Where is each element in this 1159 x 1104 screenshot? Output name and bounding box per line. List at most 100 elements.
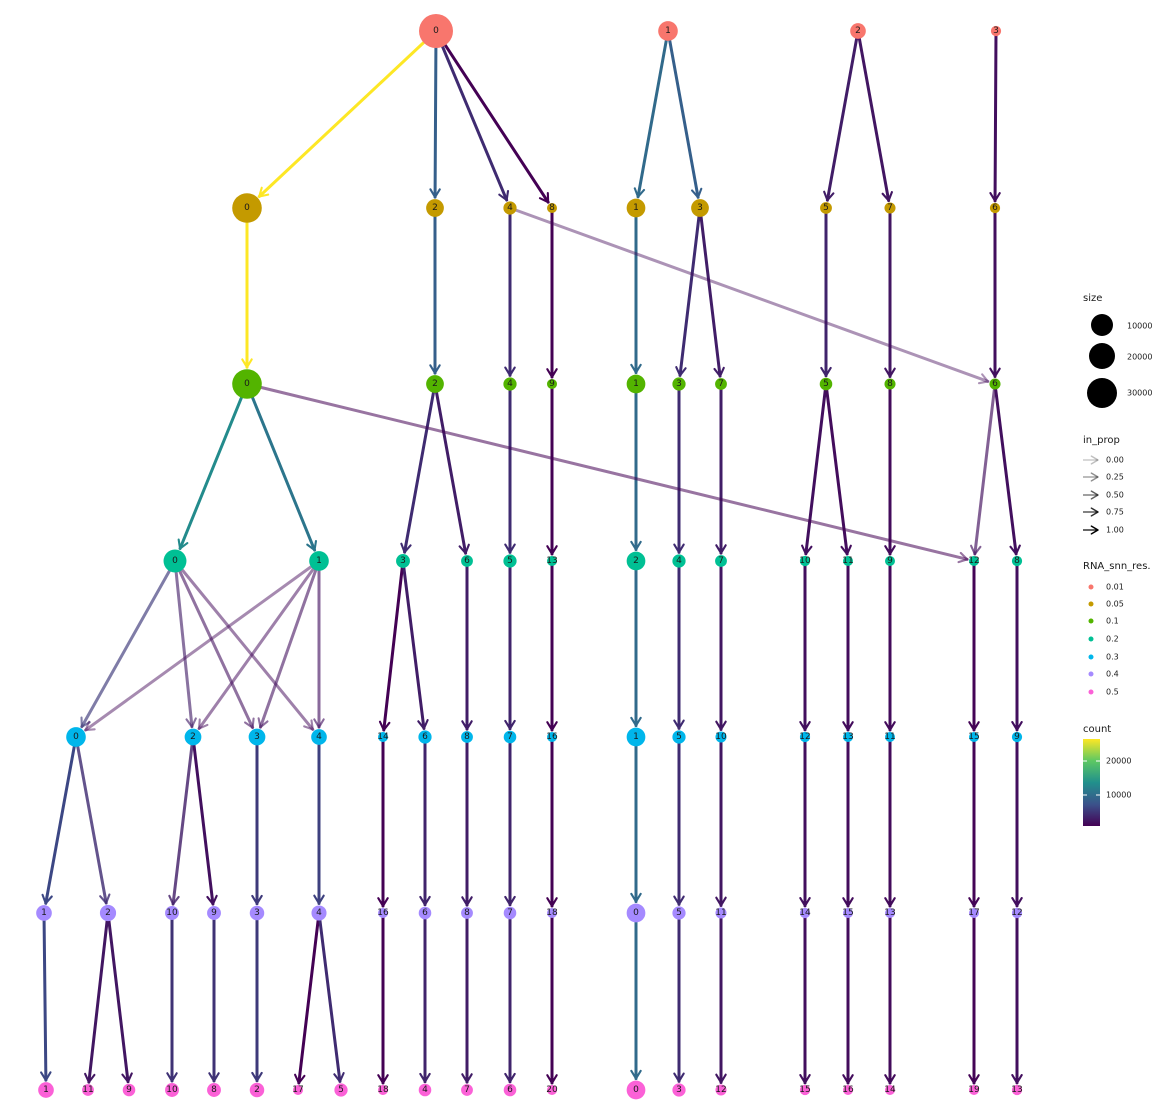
- edge-arrowhead: [257, 717, 269, 729]
- cluster-label: 9: [1014, 732, 1020, 742]
- cluster-node: [396, 554, 410, 568]
- edge-arrowhead: [538, 191, 550, 204]
- cluster-label: 4: [316, 732, 322, 742]
- edge-arrowhead: [633, 187, 646, 198]
- edge-arrowhead: [99, 893, 111, 905]
- edge-arrowhead: [989, 367, 1001, 378]
- cluster-node: [503, 554, 517, 568]
- cluster-label: 5: [823, 379, 829, 389]
- legend-in-prop-keys: [1083, 455, 1099, 535]
- cluster-node: [503, 377, 517, 391]
- edge-arrowhead: [303, 719, 314, 731]
- cluster-node: [799, 731, 811, 743]
- cluster-node: [249, 905, 265, 921]
- cluster-node: [843, 732, 853, 742]
- cluster-label: 10: [715, 732, 727, 742]
- cluster-label: 20: [546, 1085, 558, 1095]
- edge: [171, 743, 194, 906]
- edge: [80, 569, 171, 729]
- legend-resolution-dot: [1088, 671, 1094, 677]
- cluster-node: [38, 1082, 54, 1098]
- edge: [197, 567, 315, 731]
- edge-arrowhead: [306, 540, 318, 552]
- edge: [441, 45, 509, 202]
- edge-arrowhead: [80, 716, 91, 728]
- legend-resolution-label: 0.1: [1106, 617, 1119, 626]
- cluster-node: [969, 1085, 979, 1095]
- edge-arrowhead: [546, 1074, 558, 1085]
- edge-arrowhead: [377, 897, 389, 908]
- edge: [174, 570, 194, 729]
- cluster-label: 1: [633, 379, 639, 389]
- cluster-node: [626, 1080, 646, 1100]
- cluster-node: [626, 727, 646, 747]
- cluster-label: 5: [676, 732, 682, 742]
- cluster-node: [658, 21, 678, 41]
- legend-resolution-dot: [1088, 618, 1094, 624]
- cluster-node: [378, 908, 388, 918]
- cluster-node: [82, 1084, 94, 1096]
- edge: [804, 388, 827, 556]
- edge-arrowhead: [504, 895, 516, 906]
- cluster-node: [819, 377, 833, 391]
- edge-arrowhead: [820, 366, 832, 377]
- cluster-label: 13: [884, 908, 895, 918]
- cluster-label: 3: [697, 203, 703, 213]
- edge: [636, 39, 668, 199]
- cluster-label: 5: [676, 908, 682, 918]
- cluster-node: [418, 1083, 432, 1097]
- cluster-node: [626, 374, 646, 394]
- legend-in-prop-label: 0.00: [1106, 456, 1124, 465]
- edge-arrowhead: [251, 1071, 263, 1082]
- legend-resolution-title: RNA_snn_res.: [1083, 561, 1151, 572]
- edge-arrowhead: [177, 538, 189, 550]
- cluster-label: 0: [172, 556, 178, 566]
- cluster-node: [418, 906, 432, 920]
- edge-arrowhead: [166, 1072, 178, 1083]
- cluster-label: 2: [432, 379, 438, 389]
- cluster-node: [248, 728, 266, 746]
- edge-arrowhead: [715, 1073, 727, 1084]
- cluster-label: 3: [676, 1085, 682, 1095]
- cluster-label: 0: [433, 26, 439, 36]
- cluster-label: 10: [799, 556, 811, 566]
- cluster-label: 1: [633, 732, 639, 742]
- edge: [825, 37, 859, 202]
- cluster-node: [885, 1085, 895, 1095]
- cluster-node: [626, 551, 646, 571]
- edge-arrowhead: [429, 364, 441, 375]
- cluster-node: [969, 556, 979, 566]
- edge: [433, 46, 438, 199]
- cluster-label: 1: [316, 556, 322, 566]
- legend-in-prop-label: 0.50: [1106, 491, 1124, 500]
- cluster-node: [99, 904, 117, 922]
- cluster-label: 6: [422, 908, 428, 918]
- cluster-node: [293, 1085, 303, 1095]
- cluster-label: 5: [823, 203, 829, 213]
- edge-arrowhead: [799, 897, 811, 907]
- edge-arrowhead: [968, 721, 980, 732]
- cluster-label: 4: [316, 908, 322, 918]
- edge: [180, 568, 315, 731]
- cluster-label: 8: [464, 908, 470, 918]
- cluster-label: 15: [968, 732, 979, 742]
- cluster-label: 0: [73, 732, 79, 742]
- legend-in-prop-arrowhead: [1090, 455, 1099, 465]
- cluster-label: 8: [211, 1085, 217, 1095]
- legend-resolution: RNA_snn_res. 0.01 0.05 0.1 0.2 0.3 0.4 0…: [1083, 561, 1151, 697]
- edge-arrowhead: [258, 186, 270, 198]
- edge-arrowhead: [799, 1074, 811, 1084]
- cluster-node: [503, 201, 517, 215]
- cluster-node: [503, 1083, 517, 1097]
- cluster-label: 14: [377, 732, 389, 742]
- cluster-label: 10: [166, 1085, 178, 1095]
- cluster-label: 17: [292, 1085, 303, 1095]
- legend-size: size 10000 20000 30000: [1083, 293, 1152, 408]
- cluster-label: 6: [422, 732, 428, 742]
- edge-arrowhead: [185, 717, 197, 728]
- edge: [514, 208, 990, 383]
- cluster-node: [989, 378, 1001, 390]
- cluster-node: [311, 729, 327, 745]
- edge: [973, 387, 996, 556]
